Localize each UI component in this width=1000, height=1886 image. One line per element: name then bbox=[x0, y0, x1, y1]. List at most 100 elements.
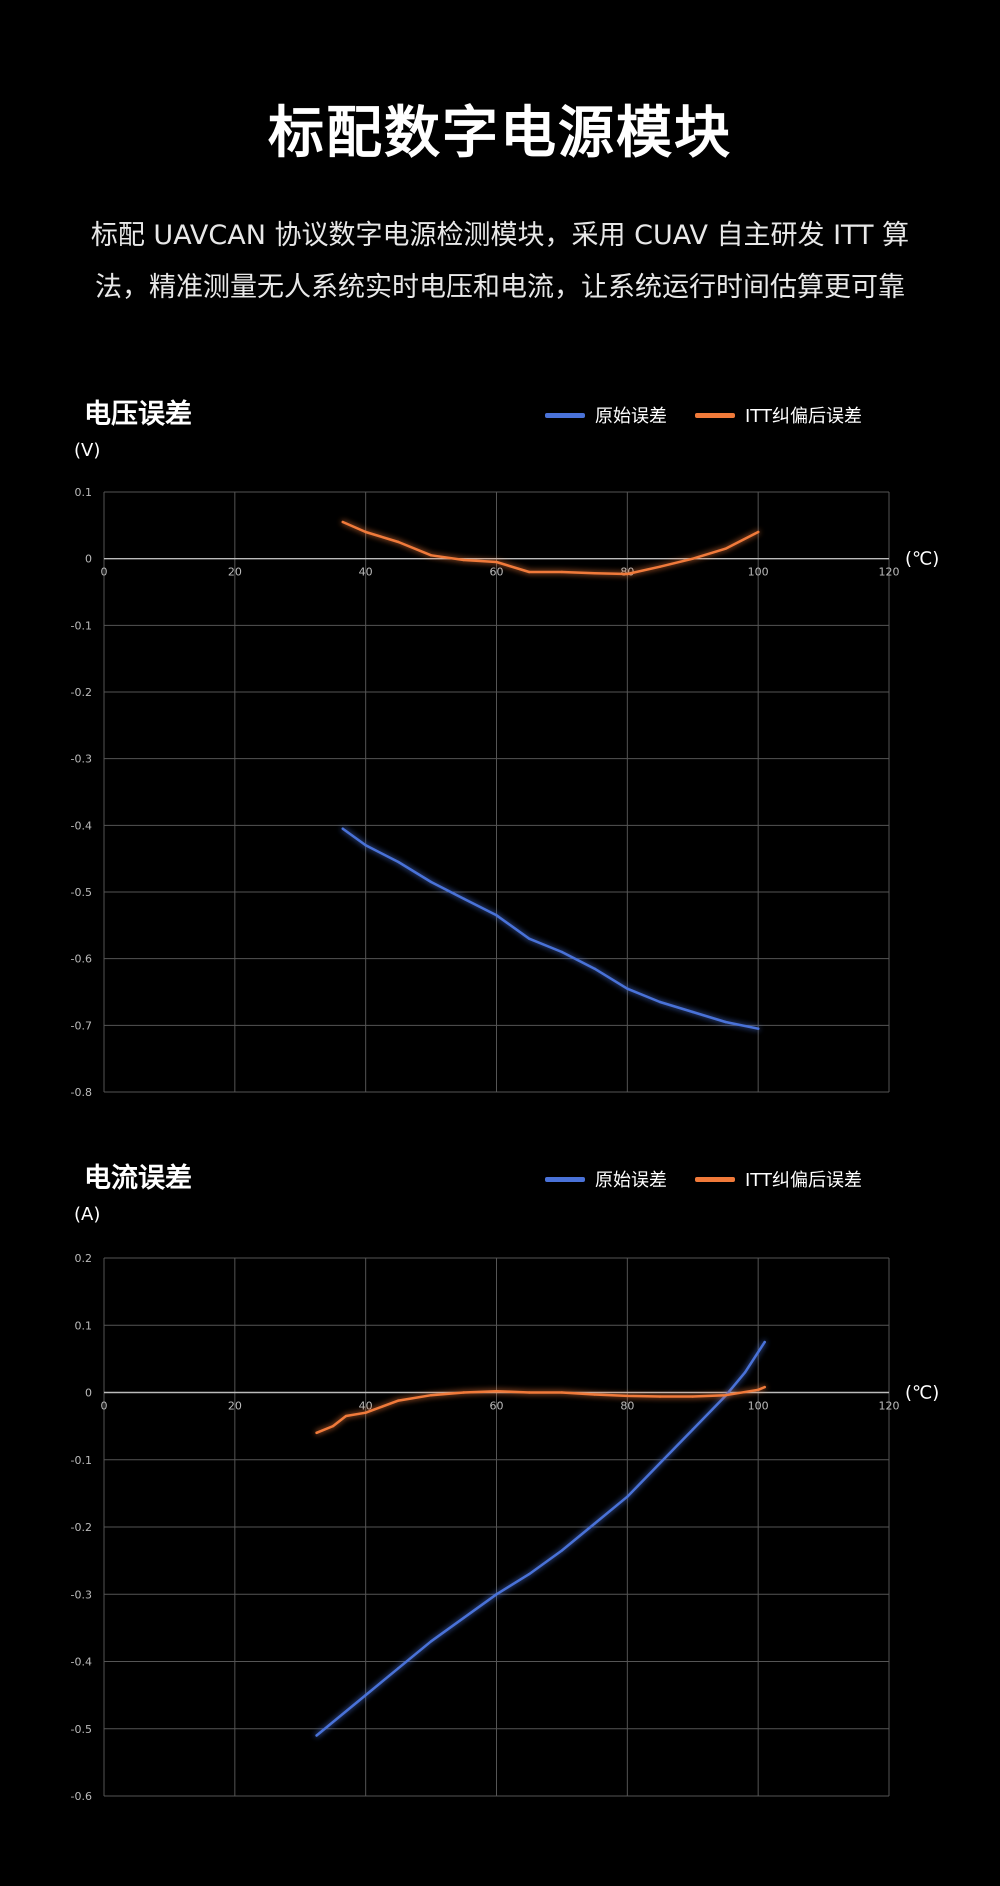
data-point-raw bbox=[341, 827, 344, 830]
data-point-raw bbox=[691, 1010, 694, 1014]
data-point-itt bbox=[756, 530, 760, 534]
data-point-raw bbox=[743, 1371, 747, 1374]
data-point-raw bbox=[691, 1428, 694, 1431]
y-tick-label: -0.5 bbox=[71, 1723, 92, 1736]
data-point-itt bbox=[397, 1399, 400, 1402]
y-tick-label: 0 bbox=[85, 1387, 92, 1400]
data-point-raw bbox=[364, 844, 367, 847]
y-tick-label: -0.3 bbox=[71, 1588, 92, 1601]
voltage-error-chart: 电压误差 原始误差 ITT纠偏后误差 (V) 0 20 40 60 80 100 120 0.… bbox=[0, 392, 1000, 1112]
y-tick-label: -0.8 bbox=[71, 1086, 92, 1099]
y-tick-label: -0.1 bbox=[71, 1454, 92, 1467]
data-point-itt bbox=[364, 530, 367, 534]
data-point-raw bbox=[462, 897, 465, 900]
x-tick-label: 20 bbox=[228, 566, 242, 579]
x-tick-label: 120 bbox=[879, 566, 900, 579]
data-point-itt bbox=[724, 1393, 727, 1397]
data-point-itt bbox=[724, 547, 727, 550]
legend-label-itt: ITT纠偏后误差 bbox=[745, 406, 862, 427]
data-point-itt bbox=[593, 572, 596, 575]
data-point-raw bbox=[528, 937, 531, 940]
data-point-raw bbox=[429, 880, 433, 884]
x-axis-unit: (℃) bbox=[905, 549, 939, 570]
data-point-itt bbox=[658, 1395, 662, 1398]
data-point-raw bbox=[560, 950, 564, 954]
data-point-itt bbox=[756, 1388, 760, 1392]
y-tick-label: -0.6 bbox=[71, 953, 92, 966]
data-point-itt bbox=[429, 554, 433, 557]
data-point-raw bbox=[429, 1640, 433, 1643]
data-point-raw bbox=[658, 1000, 662, 1004]
legend-label-itt: ITT纠偏后误差 bbox=[745, 1170, 862, 1191]
data-point-raw bbox=[397, 860, 400, 864]
description-line-2: 法，精准测量无人系统实时电压和电流，让系统运行时间估算更可靠 bbox=[95, 272, 905, 303]
y-tick-label: -0.5 bbox=[71, 886, 92, 899]
legend-item-itt: ITT纠偏后误差 bbox=[695, 1166, 862, 1192]
series-line-itt bbox=[341, 520, 760, 576]
y-tick-label: -0.6 bbox=[71, 1790, 92, 1803]
current-error-chart: 电流误差 原始误差 ITT纠偏后误差 (A) 0 20 40 60 80 100 120 0.… bbox=[0, 1156, 1000, 1806]
x-tick-label: 60 bbox=[490, 1400, 504, 1413]
data-point-itt bbox=[331, 1424, 335, 1428]
chart-legend: 原始误差 ITT纠偏后误差 bbox=[545, 1166, 890, 1192]
legend-swatch-itt bbox=[695, 1176, 735, 1182]
x-tick-label: 0 bbox=[101, 566, 108, 579]
legend-swatch-raw bbox=[545, 1176, 585, 1182]
x-tick-label: 80 bbox=[620, 1400, 634, 1413]
x-tick-label: 100 bbox=[748, 566, 769, 579]
data-point-raw bbox=[364, 1693, 367, 1697]
data-point-raw bbox=[763, 1340, 766, 1344]
legend-item-itt: ITT纠偏后误差 bbox=[695, 402, 862, 428]
data-point-itt bbox=[429, 1393, 433, 1397]
y-tick-label: 0 bbox=[85, 553, 92, 566]
data-point-itt bbox=[344, 1414, 348, 1418]
page-title: 标配数字电源模块 bbox=[268, 101, 732, 166]
data-point-itt bbox=[462, 558, 465, 562]
data-point-itt bbox=[528, 570, 531, 574]
voltage-error-plot: 0 20 40 60 80 100 120 0.1 0 -0.1 -0.2 -0.3 -0.4 -0.5 -… bbox=[71, 486, 940, 1099]
legend-item-raw: 原始误差 bbox=[545, 402, 667, 428]
data-point-itt bbox=[593, 1393, 596, 1396]
data-point-itt bbox=[397, 540, 400, 544]
data-point-raw bbox=[331, 1720, 335, 1724]
x-axis-unit: (℃) bbox=[905, 1383, 939, 1404]
data-point-raw bbox=[593, 967, 596, 970]
x-tick-label: 40 bbox=[359, 566, 373, 579]
x-tick-label: 120 bbox=[879, 1400, 900, 1413]
data-point-itt bbox=[560, 1391, 564, 1394]
x-tick-label: 0 bbox=[101, 1400, 108, 1413]
data-point-raw bbox=[528, 1572, 531, 1576]
data-point-raw bbox=[462, 1616, 465, 1619]
data-point-itt bbox=[462, 1391, 465, 1394]
data-point-itt bbox=[495, 560, 498, 564]
page-description: 标配 UAVCAN 协议数字电源检测模块，采用 CUAV 自主研发 ITT 算 … bbox=[60, 210, 940, 314]
y-tick-label: -0.1 bbox=[71, 619, 92, 632]
legend-item-raw: 原始误差 bbox=[545, 1166, 667, 1192]
data-point-raw bbox=[593, 1522, 596, 1525]
y-axis-unit: (V) bbox=[74, 440, 101, 461]
data-point-itt bbox=[364, 1411, 367, 1414]
data-point-itt bbox=[341, 520, 344, 524]
legend-swatch-raw bbox=[545, 412, 585, 418]
data-point-raw bbox=[626, 1495, 629, 1498]
y-tick-label: 0.2 bbox=[75, 1252, 93, 1265]
legend-swatch-itt bbox=[695, 412, 735, 418]
y-tick-label: -0.2 bbox=[71, 686, 92, 699]
data-point-itt bbox=[658, 565, 662, 568]
data-point-itt bbox=[626, 1394, 629, 1398]
x-tick-label: 20 bbox=[228, 1400, 242, 1413]
data-point-raw bbox=[397, 1667, 400, 1670]
data-point-raw bbox=[658, 1461, 662, 1465]
data-point-itt bbox=[495, 1389, 498, 1393]
data-point-raw bbox=[626, 987, 629, 990]
data-point-raw bbox=[495, 914, 498, 917]
description-line-1: 标配 UAVCAN 协议数字电源检测模块，采用 CUAV 自主研发 ITT 算 bbox=[90, 220, 910, 251]
y-tick-label: 0.1 bbox=[75, 1319, 93, 1332]
y-tick-label: -0.4 bbox=[71, 819, 92, 832]
x-tick-label: 100 bbox=[748, 1400, 769, 1413]
series-line-raw bbox=[315, 1340, 766, 1737]
data-point-itt bbox=[626, 572, 629, 576]
data-point-itt bbox=[528, 1391, 531, 1394]
data-point-itt bbox=[315, 1431, 318, 1435]
series-line-raw bbox=[341, 827, 760, 1030]
